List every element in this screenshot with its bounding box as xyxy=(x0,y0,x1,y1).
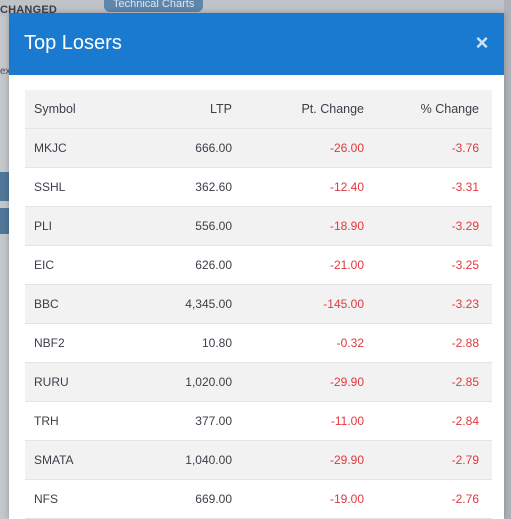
ltp-cell: 556.00 xyxy=(139,206,232,246)
table-row[interactable]: PLI 556.00 -18.90 -3.29 xyxy=(25,206,492,246)
pct-change-cell: -2.84 xyxy=(364,401,492,441)
pct-change-cell: -2.88 xyxy=(364,323,492,363)
ltp-cell: 669.00 xyxy=(139,479,232,519)
ltp-cell: 626.00 xyxy=(139,245,232,285)
symbol-cell: SSHL xyxy=(25,167,139,207)
ltp-cell: 377.00 xyxy=(139,401,232,441)
ltp-cell: 4,345.00 xyxy=(139,284,232,324)
ltp-cell: 1,020.00 xyxy=(139,362,232,402)
pt-change-cell: -18.90 xyxy=(232,206,364,246)
pt-change-cell: -12.40 xyxy=(232,167,364,207)
ltp-cell: 1,040.00 xyxy=(139,440,232,480)
table-row[interactable]: RURU 1,020.00 -29.90 -2.85 xyxy=(25,362,492,402)
background-left-strip xyxy=(0,208,9,234)
modal-header: Top Losers × xyxy=(9,13,504,75)
background-text-fragment: ex xyxy=(0,66,11,77)
background-right-edge xyxy=(504,0,511,519)
table-row[interactable]: SMATA 1,040.00 -29.90 -2.79 xyxy=(25,440,492,480)
pt-change-cell: -29.90 xyxy=(232,440,364,480)
symbol-cell: TRH xyxy=(25,401,139,441)
symbol-cell: EIC xyxy=(25,245,139,285)
symbol-cell: NFS xyxy=(25,479,139,519)
pt-change-cell: -19.00 xyxy=(232,479,364,519)
column-header-ltp[interactable]: LTP xyxy=(139,90,232,129)
symbol-cell: RURU xyxy=(25,362,139,402)
pt-change-cell: -26.00 xyxy=(232,128,364,168)
pt-change-cell: -145.00 xyxy=(232,284,364,324)
table-row[interactable]: BBC 4,345.00 -145.00 -3.23 xyxy=(25,284,492,324)
table-row[interactable]: TRH 377.00 -11.00 -2.84 xyxy=(25,401,492,441)
symbol-cell: PLI xyxy=(25,206,139,246)
close-button[interactable]: × xyxy=(472,31,492,55)
losers-table: Symbol LTP Pt. Change % Change MKJC 666.… xyxy=(25,90,492,519)
pct-change-cell: -3.23 xyxy=(364,284,492,324)
pct-change-cell: -3.25 xyxy=(364,245,492,285)
pt-change-cell: -11.00 xyxy=(232,401,364,441)
ltp-cell: 666.00 xyxy=(139,128,232,168)
pt-change-cell: -29.90 xyxy=(232,362,364,402)
pct-change-cell: -3.31 xyxy=(364,167,492,207)
table-header-row: Symbol LTP Pt. Change % Change xyxy=(25,90,492,129)
pct-change-cell: -3.29 xyxy=(364,206,492,246)
symbol-cell: MKJC xyxy=(25,128,139,168)
pct-change-cell: -2.79 xyxy=(364,440,492,480)
table-row[interactable]: EIC 626.00 -21.00 -3.25 xyxy=(25,245,492,285)
column-header-symbol[interactable]: Symbol xyxy=(25,90,139,129)
ltp-cell: 10.80 xyxy=(139,323,232,363)
modal-title: Top Losers xyxy=(24,32,122,54)
symbol-cell: NBF2 xyxy=(25,323,139,363)
table-row[interactable]: MKJC 666.00 -26.00 -3.76 xyxy=(25,128,492,168)
pct-change-cell: -3.76 xyxy=(364,128,492,168)
column-header-pt-change[interactable]: Pt. Change xyxy=(232,90,364,129)
column-header-pct-change[interactable]: % Change xyxy=(364,90,492,129)
pct-change-cell: -2.76 xyxy=(364,479,492,519)
pct-change-cell: -2.85 xyxy=(364,362,492,402)
top-losers-modal: Top Losers × Symbol LTP Pt. Change % Cha… xyxy=(9,13,504,519)
background-left-strip xyxy=(0,172,9,201)
symbol-cell: BBC xyxy=(25,284,139,324)
background-technical-charts-tab[interactable]: Technical Charts xyxy=(104,0,204,12)
table-row[interactable]: NBF2 10.80 -0.32 -2.88 xyxy=(25,323,492,363)
close-icon: × xyxy=(475,30,489,55)
table-row[interactable]: NFS 669.00 -19.00 -2.76 xyxy=(25,479,492,519)
ltp-cell: 362.60 xyxy=(139,167,232,207)
pt-change-cell: -21.00 xyxy=(232,245,364,285)
table-row[interactable]: SSHL 362.60 -12.40 -3.31 xyxy=(25,167,492,207)
symbol-cell: SMATA xyxy=(25,440,139,480)
pt-change-cell: -0.32 xyxy=(232,323,364,363)
